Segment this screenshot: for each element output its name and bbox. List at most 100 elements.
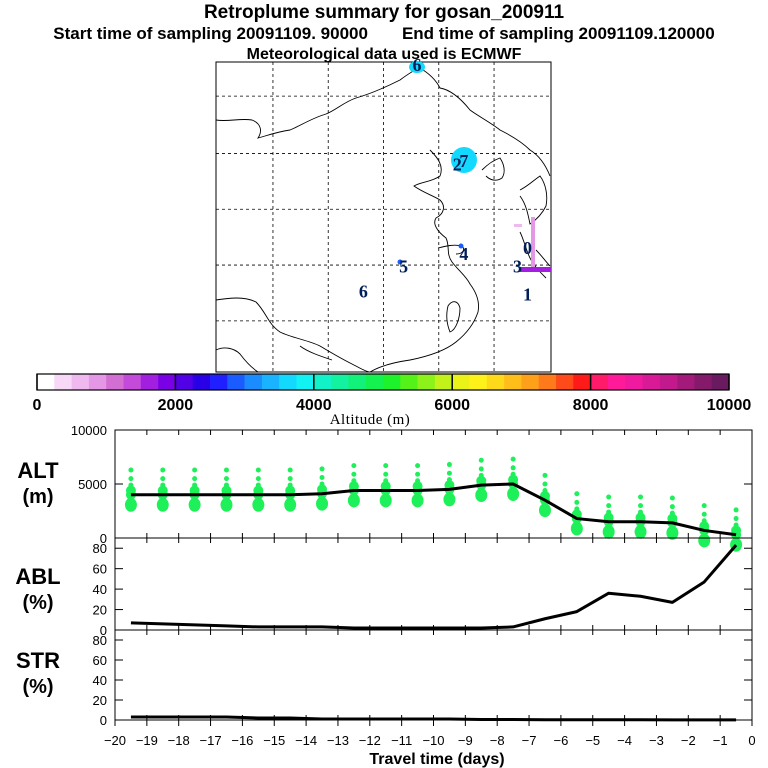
panel-label: ABL — [15, 564, 60, 589]
x-tick-label: −6 — [553, 733, 568, 748]
altitude-point — [221, 485, 232, 496]
colorbar-cell — [556, 374, 574, 390]
x-tick-label: −15 — [263, 733, 285, 748]
altitude-point — [606, 503, 612, 509]
map-panel: 0 13 4 5 6 72 6 — [215, 55, 552, 373]
colorbar-tick-label: 8000 — [573, 397, 609, 414]
altitude-point — [287, 476, 293, 482]
colorbar-cell — [88, 374, 107, 390]
altitude-point — [160, 476, 166, 482]
map-day-label: 4 — [459, 244, 468, 264]
colorbar-cell — [140, 374, 159, 390]
altitude-point — [383, 463, 389, 469]
altitude-point — [319, 466, 325, 472]
colorbar-cell — [244, 374, 263, 390]
colorbar-tick-label: 0 — [33, 397, 42, 414]
panel-unit: (%) — [22, 592, 53, 614]
y-tick-label: 20 — [93, 693, 107, 708]
altitude-blob — [347, 493, 360, 508]
panel-alt: ALT (m) 0 5000 10000 — [17, 423, 753, 552]
altitude-point — [701, 518, 707, 524]
altitude-point — [415, 478, 421, 484]
colorbar-cell — [175, 374, 193, 390]
altitude-point — [192, 482, 198, 488]
x-tick-label: −3 — [649, 733, 664, 748]
map-day-labels: 0 13 4 5 6 72 6 — [359, 55, 532, 304]
x-tick-label: −18 — [168, 733, 190, 748]
colorbar-cell — [123, 374, 142, 390]
map-frame — [215, 61, 552, 373]
colorbar-cell — [192, 374, 211, 390]
cluster-day-2-7-marker — [451, 147, 477, 173]
colorbar-cell — [573, 374, 591, 390]
map-day-label: 6 — [413, 55, 422, 75]
altitude-blob — [316, 496, 329, 511]
altitude-scatter — [124, 456, 743, 552]
altitude-point — [351, 478, 357, 484]
met-data-label: Meteorological data used is ECMWF — [246, 46, 522, 63]
colorbar-cell — [54, 374, 72, 390]
x-tick-label: −11 — [391, 733, 412, 748]
colorbar-cell — [504, 374, 522, 390]
cluster-day-4-marker — [458, 243, 464, 249]
map-day-label: 1 — [523, 285, 532, 305]
altitude-point — [255, 467, 261, 473]
y-tick-label: 0 — [100, 623, 107, 638]
x-tick-label: −5 — [585, 733, 600, 748]
x-tick-label: −14 — [295, 733, 317, 748]
colorbar-cell — [383, 374, 401, 390]
colorbar-ticks: 0 2000 4000 6000 8000 10000 — [33, 374, 752, 414]
colorbar-tick-label: 6000 — [434, 397, 470, 414]
altitude-blob — [698, 533, 711, 548]
altitude-point — [542, 481, 548, 487]
altitude-point — [574, 506, 580, 512]
series-line-str — [130, 715, 737, 722]
colorbar-cell — [417, 374, 436, 390]
altitude-point — [255, 476, 261, 482]
altitude-point — [383, 471, 389, 477]
y-tick-label: 0 — [100, 713, 107, 728]
colorbar-cells — [37, 374, 730, 390]
altitude-point — [669, 504, 675, 510]
y-tick-label: 20 — [93, 603, 107, 618]
colorbar-tick-label: 10000 — [707, 397, 752, 414]
altitude-point — [160, 467, 166, 473]
altitude-point — [157, 485, 168, 496]
colorbar-cell — [106, 374, 124, 390]
chart-title: Retroplume summary for gosan_200911 — [203, 2, 565, 23]
altitude-point — [478, 472, 484, 478]
altitude-point — [510, 471, 516, 477]
altitude-point — [508, 474, 519, 485]
altitude-point — [638, 503, 644, 509]
altitude-blob — [252, 497, 265, 512]
altitude-point — [476, 475, 487, 486]
plume-clusters — [397, 61, 551, 272]
colorbar-cell — [227, 374, 245, 390]
y-tick-label: 10000 — [71, 423, 107, 438]
panel-str: STR (%) 0 20 40 60 80 — [16, 629, 753, 728]
cluster-day-5-marker — [397, 259, 403, 265]
panel-abl: ABL (%) 0 20 40 60 80 — [15, 537, 753, 638]
x-tick-label: −12 — [359, 733, 381, 748]
altitude-blob — [570, 521, 583, 536]
altitude-point — [317, 484, 328, 495]
panel-frame — [114, 537, 753, 631]
altitude-point — [446, 477, 452, 483]
altitude-point — [192, 476, 198, 482]
altitude-blob — [379, 493, 392, 508]
altitude-point — [189, 485, 200, 496]
x-tick-label: 0 — [748, 733, 755, 748]
altitude-point — [733, 522, 739, 528]
altitude-blob — [507, 487, 520, 501]
colorbar-cell — [279, 374, 297, 390]
colorbar-cell — [486, 374, 505, 390]
y-tick-label: 40 — [93, 582, 107, 597]
colorbar-cell — [538, 374, 557, 390]
altitude-point — [603, 512, 614, 523]
x-axis: −20 −19 −18 −17 −16 −15 −14 −13 −12 −11 −10 −9 −8 −7−… — [104, 720, 756, 748]
series-line-alt — [130, 482, 737, 537]
altitude-point — [733, 507, 739, 513]
plume-vertical-trace — [531, 217, 535, 269]
y-tick-label: 80 — [93, 633, 107, 648]
